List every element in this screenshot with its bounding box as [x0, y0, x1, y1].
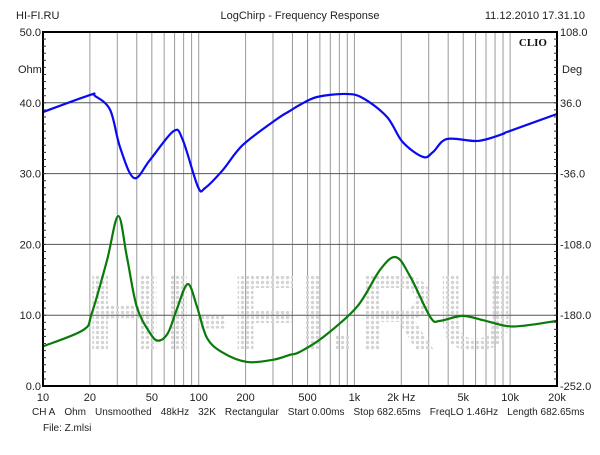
x-tick-label: 5k [457, 392, 469, 404]
footer-info-item: 32K [198, 407, 216, 418]
x-tick-label: 500 [298, 392, 316, 404]
y-left-tick-label: 50.0 [20, 27, 41, 39]
y-right-tick-label: 36.0 [560, 98, 581, 110]
y-left-tick-label: 10.0 [20, 310, 41, 322]
x-tick-label: 2k Hz [387, 392, 415, 404]
footer-info-item: CH A [32, 407, 56, 418]
x-tick-label: 20 [84, 392, 96, 404]
footer-info-item: Stop 682.65ms [354, 407, 421, 418]
file-name: File: Z.mlsi [43, 423, 91, 434]
y-right-label: Deg [562, 64, 582, 76]
footer-info-item: Ohm [64, 407, 86, 418]
y-left-tick-label: 40.0 [20, 98, 41, 110]
x-tick-label: 100 [190, 392, 208, 404]
footer-info-item: Rectangular [225, 407, 280, 418]
footer-info-item: Start 0.00ms [288, 407, 345, 418]
y-left-label: Ohm [18, 64, 42, 76]
y-right-tick-label: -108.0 [560, 239, 591, 251]
y-right-tick-label: 108.0 [560, 27, 588, 39]
header-site: HI-FI.RU [16, 10, 59, 22]
phase-curve [42, 92, 558, 193]
clio-logo: CLIO [519, 37, 548, 49]
axis-ticks: 50.0 40.0 30.0 20.0 10.0 0.0 108.0 36.0 -36.0 -10… [20, 27, 592, 404]
footer-info-item: Length 682.65ms [507, 407, 584, 418]
x-tick-label: 10 [37, 392, 49, 404]
impedance-curve [42, 214, 558, 364]
y-right-tick-label: -36.0 [560, 169, 585, 181]
x-tick-label: 10k [501, 392, 519, 404]
y-left-tick-label: 0.0 [26, 381, 41, 393]
chart-title: LogChirp - Frequency Response [221, 10, 380, 22]
y-left-tick-label: 20.0 [20, 239, 41, 251]
y-left-tick-label: 30.0 [20, 169, 41, 181]
footer-info-item: Unsmoothed [95, 407, 152, 418]
x-tick-label: 50 [146, 392, 158, 404]
footer-info-item: FreqLO 1.46Hz [430, 407, 498, 418]
footer-info-item: 48kHz [161, 407, 189, 418]
x-tick-label: 200 [236, 392, 254, 404]
y-right-tick-label: -252.0 [560, 381, 591, 393]
header-datetime: 11.12.2010 17.31.10 [485, 10, 585, 22]
x-tick-label: 20k [548, 392, 566, 404]
y-right-tick-label: -180.0 [560, 310, 591, 322]
watermark: HI-FI.RU [85, 252, 515, 373]
series-layer [42, 92, 558, 364]
footer-info: CH A Ohm Unsmoothed 48kHz 32K Rectangular Star… [32, 407, 584, 418]
x-tick-label: 1k [349, 392, 361, 404]
grid [43, 32, 557, 386]
